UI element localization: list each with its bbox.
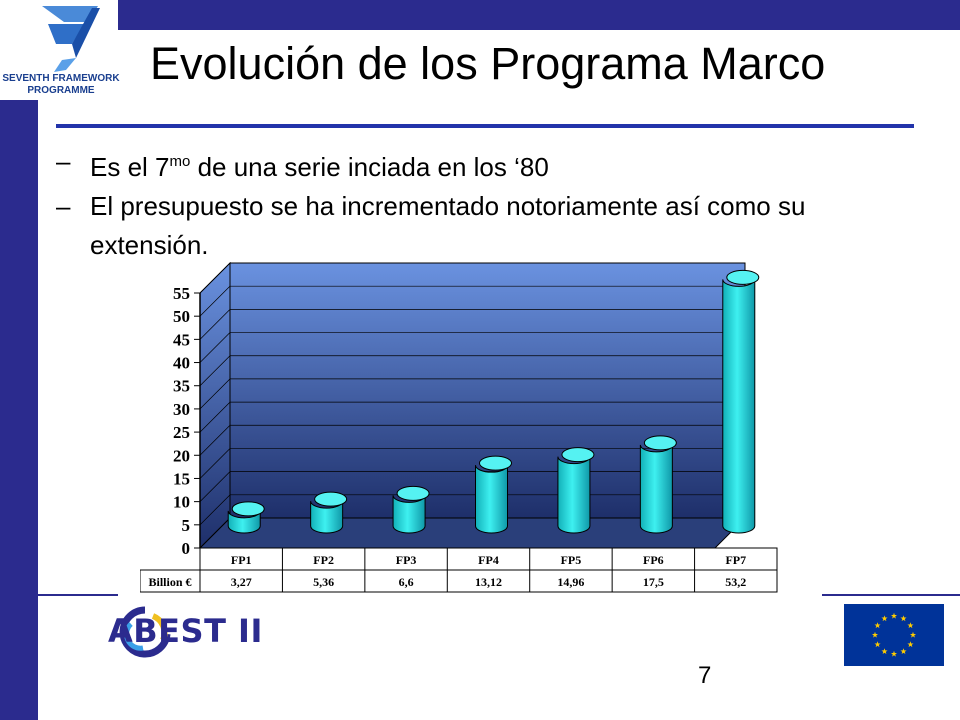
chart-bar-top-fp6: [643, 435, 677, 451]
data-value-label: 6,6: [399, 575, 414, 589]
chart-gridline-side: [199, 517, 231, 549]
y-tick-label: 15: [173, 469, 190, 488]
fp7-logo-line2: PROGRAMME: [27, 85, 95, 96]
data-value-label: 3,27: [231, 575, 252, 589]
chart-bar-top-fp5: [561, 447, 595, 463]
eu-star-icon: [900, 648, 907, 655]
data-value-label: 14,96: [557, 575, 584, 589]
abest-logo-text: ABEST II: [108, 612, 263, 650]
chart-side-wall: [199, 261, 231, 550]
eu-star-icon: [890, 650, 898, 657]
fp7-logo-line1: SEVENTH FRAMEWORK: [2, 73, 120, 84]
fp7-seven-icon: [42, 6, 100, 72]
eu-star-icon: [881, 648, 888, 655]
eu-star-icon: [909, 631, 917, 638]
y-tick-label: 55: [173, 284, 190, 303]
title-underline: [56, 124, 914, 128]
chart-bar-fp6: [639, 444, 673, 534]
top-accent-bar: [118, 0, 960, 30]
budget-chart: 0 5 10 15 20 25 30 35 40 45 50 55 Billion € FP1 3,27 FP…: [139, 261, 825, 600]
bullet-text-2: El presupuesto se ha incrementado notori…: [90, 191, 806, 260]
y-tick-label: 45: [173, 330, 190, 349]
eu-star-icon: [900, 615, 907, 622]
chart-gridline-side: [199, 448, 231, 479]
slide-title: Evolución de los Programa Marco: [150, 38, 826, 89]
page-number: 7: [698, 662, 712, 689]
chart-gridline-side: [199, 262, 231, 294]
chart-bar-fp7: [722, 279, 756, 534]
eu-star-icon: [907, 641, 914, 648]
table-row-label: Billion €: [148, 575, 191, 589]
chart-gridline-side: [199, 355, 231, 386]
chart-bar-top-fp2: [314, 491, 348, 507]
bullet-item-2: – El presupuesto se ha incrementado noto…: [56, 187, 860, 265]
x-category-label: FP2: [313, 553, 334, 567]
data-value-label: 13,12: [475, 575, 502, 589]
chart-gridline-side: [199, 425, 231, 456]
chart-gridline-side: [199, 285, 231, 317]
left-accent-bar: [0, 100, 38, 720]
footer-divider-left: [38, 594, 118, 596]
eu-star-icon: [890, 612, 898, 619]
eu-star-icon: [907, 622, 914, 629]
fp7-logo: SEVENTH FRAMEWORK PROGRAMME: [2, 6, 120, 96]
chart-bar-fp4: [475, 465, 508, 534]
eu-flag-icon: [844, 604, 944, 666]
data-value-label: 53,2: [725, 575, 746, 589]
chart-gridline-side: [199, 494, 231, 526]
eu-star-icon: [871, 631, 879, 638]
chart-bar-top-fp7: [726, 269, 760, 285]
y-tick-label: 20: [173, 446, 190, 465]
y-tick-label: 5: [182, 516, 191, 535]
data-value-label: 17,5: [643, 575, 664, 589]
chart-bar-fp3: [392, 495, 426, 534]
x-category-label: FP7: [725, 553, 746, 567]
chart-gridline-side: [199, 309, 231, 340]
eu-star-icon: [881, 615, 888, 622]
chart-gridline-side: [199, 332, 231, 363]
y-tick-label: 0: [182, 539, 191, 558]
bullet-text-1: Es el 7mo de una serie inciada en los ‘8…: [90, 142, 860, 187]
bullet-dash: –: [56, 191, 71, 221]
chart-bar-top-fp4: [479, 455, 512, 471]
chart-bar-fp2: [310, 501, 344, 534]
x-category-label: FP3: [396, 553, 417, 567]
bullet-list: – Es el 7mo de una serie inciada en los …: [56, 142, 860, 265]
chart-gridline-side: [199, 401, 231, 433]
y-tick-label: 50: [173, 307, 190, 326]
chart-gridline-side: [199, 378, 231, 410]
x-category-label: FP5: [561, 553, 582, 567]
y-tick-label: 35: [173, 377, 190, 396]
abest-logo-icon: [119, 606, 171, 658]
y-tick-label: 25: [173, 423, 190, 442]
chart-bar-fp5: [557, 456, 591, 534]
bullet-item-1: – Es el 7mo de una serie inciada en los …: [56, 142, 860, 187]
y-tick-label: 30: [173, 400, 190, 419]
y-tick-label: 10: [173, 493, 190, 512]
bullet-dash: –: [56, 146, 71, 176]
eu-star-icon: [874, 641, 881, 648]
x-category-label: FP6: [643, 553, 664, 567]
chart-gridline-side: [199, 471, 231, 502]
bullet-1-superscript: mo: [169, 153, 191, 170]
bullet-1-pre: Es el 7: [90, 152, 170, 182]
chart-bar-top-fp3: [396, 485, 430, 501]
x-category-label: FP4: [478, 553, 499, 567]
eu-star-icon: [874, 622, 881, 629]
bullet-1-post: de una serie inciada en los ‘80: [190, 152, 549, 182]
chart-bar-fp1: [227, 510, 261, 534]
budget-chart-svg: 0 5 10 15 20 25 30 35 40 45 50 55 Billion € FP1 3,27 FP…: [139, 261, 778, 593]
chart-bar-top-fp1: [231, 501, 265, 517]
footer-divider-right: [822, 594, 960, 596]
x-category-label: FP1: [231, 553, 252, 567]
y-tick-label: 40: [173, 354, 190, 373]
data-value-label: 5,36: [313, 575, 334, 589]
